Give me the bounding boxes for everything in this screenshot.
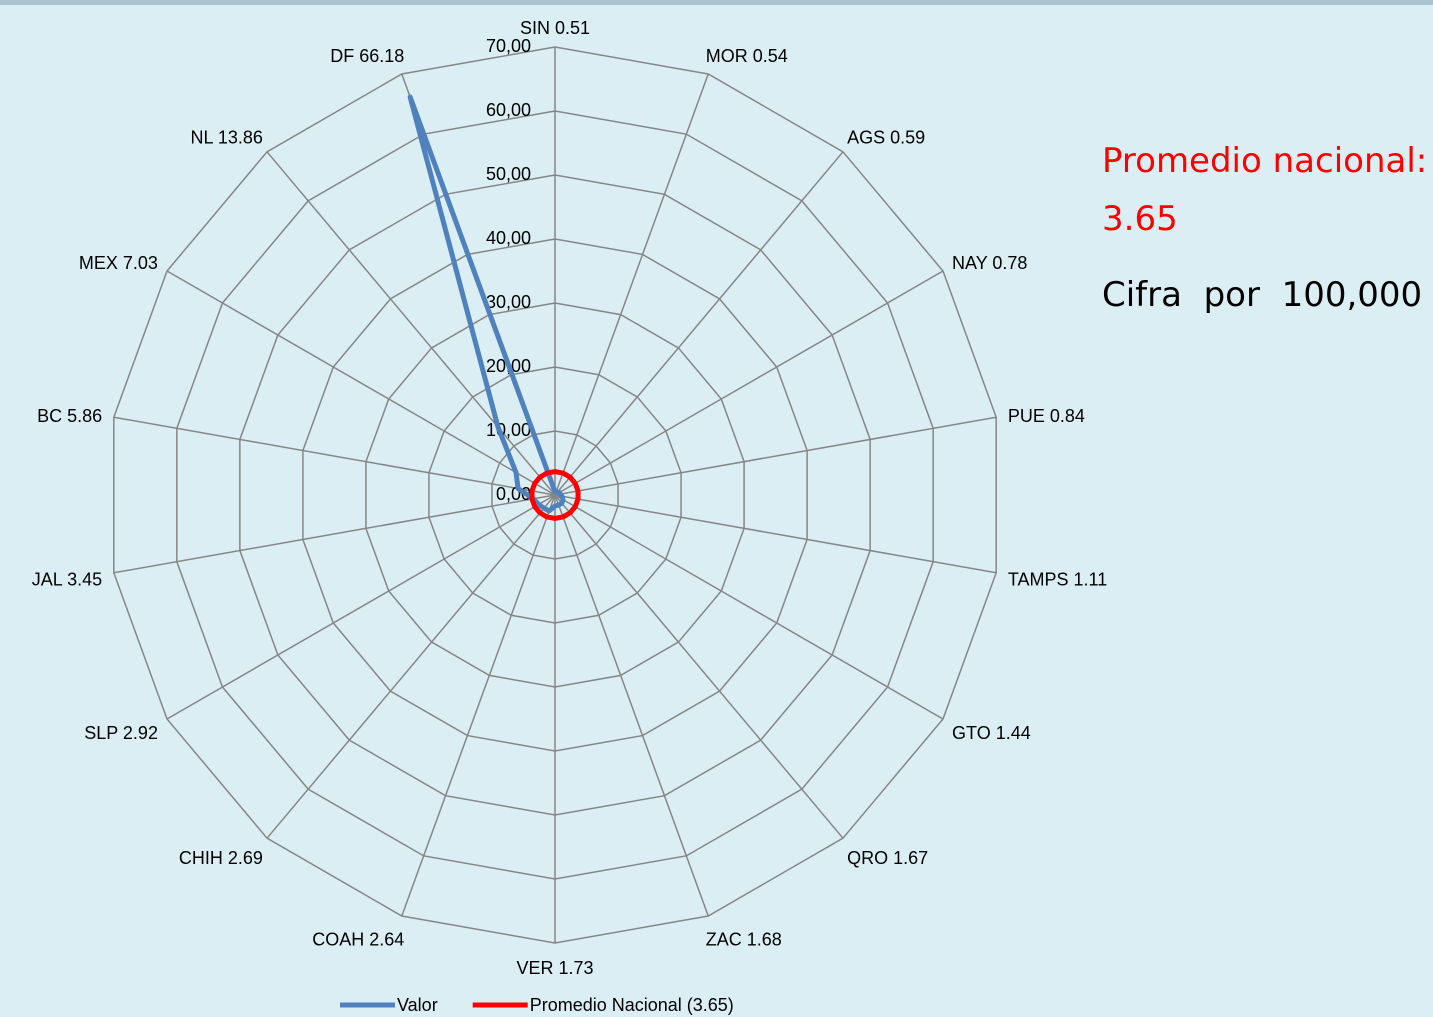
category-label: COAH 2.64 xyxy=(312,929,404,949)
y-tick-label: 40,00 xyxy=(486,228,531,248)
category-label: QRO 1.67 xyxy=(847,848,928,868)
category-label: BC 5.86 xyxy=(37,406,102,426)
annotation: Promedio nacional: 3.65 xyxy=(1102,141,1428,239)
spoke xyxy=(554,73,709,496)
y-tick-label: 60,00 xyxy=(486,100,531,120)
category-label: AGS 0.59 xyxy=(847,128,925,148)
spoke xyxy=(554,270,944,496)
legend-label: Promedio Nacional (3.65) xyxy=(530,995,734,1015)
spoke xyxy=(113,494,556,574)
category-label: SIN 0.51 xyxy=(520,18,590,38)
category-label: SLP 2.92 xyxy=(84,723,158,743)
category-label: MOR 0.54 xyxy=(706,46,788,66)
spoke xyxy=(113,416,556,496)
category-label: MEX 7.03 xyxy=(79,253,158,273)
spoke xyxy=(266,151,556,496)
series-line xyxy=(529,469,581,521)
spoke xyxy=(554,151,844,496)
annotation: Cifra por 100,000 xyxy=(1102,275,1423,315)
category-label: ZAC 1.68 xyxy=(706,929,782,949)
category-label: NAY 0.78 xyxy=(952,253,1027,273)
category-label: GTO 1.44 xyxy=(952,723,1031,743)
category-label: VER 1.73 xyxy=(516,958,593,978)
legend-label: Valor xyxy=(397,995,438,1015)
category-label: JAL 3.45 xyxy=(32,569,102,589)
spoke xyxy=(554,494,944,720)
spoke xyxy=(166,270,556,496)
top-border xyxy=(0,0,1433,5)
category-label: NL 13.86 xyxy=(190,128,262,148)
spoke xyxy=(554,416,997,496)
y-tick-label: 50,00 xyxy=(486,164,531,184)
y-tick-label: 10,00 xyxy=(486,420,531,440)
y-tick-label: 30,00 xyxy=(486,292,531,312)
spoke xyxy=(554,494,709,917)
spoke xyxy=(266,494,556,839)
spoke xyxy=(401,494,556,917)
category-label: CHIH 2.69 xyxy=(179,848,263,868)
category-label: DF 66.18 xyxy=(330,46,404,66)
category-label: PUE 0.84 xyxy=(1008,406,1085,426)
spoke xyxy=(166,494,556,720)
series-line xyxy=(407,94,566,514)
y-tick-label: 70,00 xyxy=(486,36,531,56)
spoke xyxy=(554,494,997,574)
spoke xyxy=(554,494,844,839)
category-label: TAMPS 1.11 xyxy=(1008,569,1107,589)
